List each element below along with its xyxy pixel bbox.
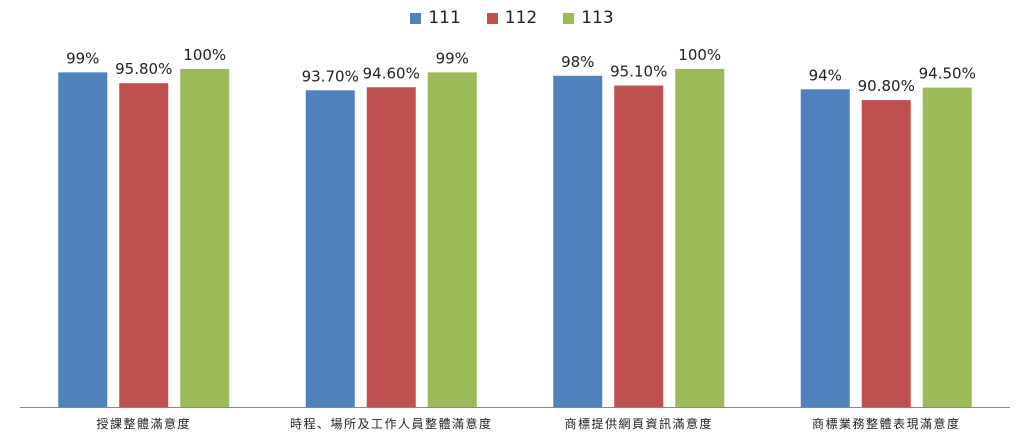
data-label-112-2: 94.60% xyxy=(363,64,420,82)
chart-legend: 111 112 113 xyxy=(0,6,1024,30)
bar-113-3 xyxy=(675,69,725,407)
data-label-112-1: 95.80% xyxy=(115,60,172,78)
bar-111-4 xyxy=(800,89,850,407)
category-label-1: 授課整體滿意度 xyxy=(96,416,191,431)
data-label-113-2: 99% xyxy=(436,49,469,67)
category-label-4: 商標業務整體表現滿意度 xyxy=(812,416,961,431)
bar-112-2 xyxy=(366,87,416,407)
legend-item-113: 113 xyxy=(563,8,614,28)
data-label-113-4: 94.50% xyxy=(919,65,976,83)
legend-label-113: 113 xyxy=(581,8,614,28)
data-label-111-3: 98% xyxy=(561,53,594,71)
category-label-2: 時程、場所及工作人員整體滿意度 xyxy=(290,416,493,431)
legend-item-112: 112 xyxy=(486,8,538,28)
bar-112-1 xyxy=(119,83,169,408)
legend-swatch-112 xyxy=(486,12,498,24)
category-label-3: 商標提供網頁資訊滿意度 xyxy=(564,416,713,431)
legend-swatch-111 xyxy=(410,12,422,24)
legend-swatch-113 xyxy=(563,12,575,24)
bar-113-2 xyxy=(427,72,477,407)
bar-111-3 xyxy=(553,75,603,407)
data-label-113-1: 100% xyxy=(183,46,226,64)
legend-item-111: 111 xyxy=(410,8,461,28)
data-label-111-2: 93.70% xyxy=(302,67,359,85)
bar-112-3 xyxy=(614,85,664,407)
bar-111-1 xyxy=(58,72,108,407)
bar-111-2 xyxy=(305,90,355,407)
data-label-111-1: 99% xyxy=(66,49,99,67)
bar-113-4 xyxy=(922,87,972,407)
data-label-113-3: 100% xyxy=(678,46,721,64)
legend-label-111: 111 xyxy=(428,8,461,28)
bar-113-1 xyxy=(180,69,230,407)
data-label-111-4: 94% xyxy=(809,66,842,84)
data-label-112-4: 90.80% xyxy=(858,77,915,95)
data-label-112-3: 95.10% xyxy=(610,63,667,81)
bar-112-4 xyxy=(861,100,911,407)
legend-label-112: 112 xyxy=(504,8,538,28)
